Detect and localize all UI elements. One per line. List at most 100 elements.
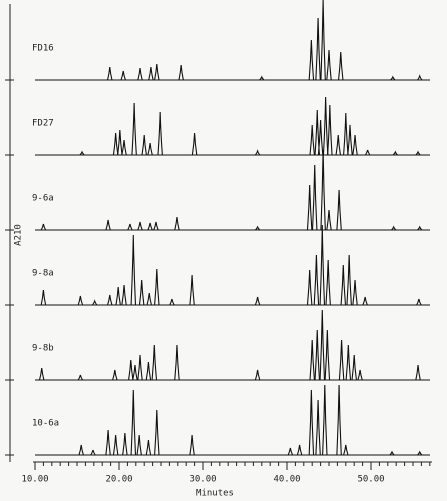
peak <box>38 367 45 381</box>
peak <box>389 450 395 456</box>
peak <box>121 139 127 156</box>
peak <box>306 269 313 306</box>
peak <box>254 369 261 381</box>
peak <box>136 434 142 456</box>
peak <box>390 75 396 81</box>
trace-label: 10-6a <box>32 419 59 429</box>
peak <box>313 254 320 306</box>
peak <box>324 329 331 381</box>
trace-label: 9-8a <box>32 269 54 279</box>
peak <box>326 209 332 231</box>
trace-label: FD16 <box>32 44 54 54</box>
peak <box>254 149 261 156</box>
peak <box>137 354 143 381</box>
x-axis-label: Minutes <box>196 489 234 499</box>
peak <box>392 150 398 156</box>
peak <box>148 66 154 81</box>
peak <box>352 134 358 156</box>
peak <box>416 298 422 306</box>
peak <box>319 309 326 381</box>
x-tick-label: 50.00 <box>357 475 384 485</box>
peak <box>105 219 111 231</box>
peak <box>40 223 47 231</box>
peak <box>79 150 85 156</box>
peak <box>336 189 342 231</box>
peak <box>336 384 342 456</box>
x-tick-label: 10.00 <box>21 475 48 485</box>
trace-label: 9-6a <box>32 194 54 204</box>
peak <box>343 112 349 156</box>
peak <box>131 102 137 156</box>
peak <box>169 298 175 306</box>
peak <box>325 259 331 306</box>
peak <box>309 124 315 156</box>
peak <box>308 39 315 81</box>
peak <box>78 444 84 456</box>
peak <box>147 222 153 231</box>
x-tick-label: 40.00 <box>273 475 300 485</box>
peak <box>178 64 184 81</box>
peak <box>340 264 347 306</box>
trace-label: 9-8b <box>32 344 54 354</box>
peak <box>338 339 345 381</box>
peak <box>287 447 294 456</box>
peak <box>259 75 265 81</box>
peak <box>92 299 98 306</box>
peak <box>317 119 324 156</box>
trace-label: FD27 <box>32 119 54 129</box>
peak <box>77 374 84 381</box>
peak <box>319 224 326 306</box>
peak <box>315 17 321 81</box>
peak <box>415 364 421 381</box>
peak <box>145 361 152 381</box>
x-tick-label: 30.00 <box>189 475 216 485</box>
peak <box>154 409 160 456</box>
peak <box>153 221 159 231</box>
peak <box>112 434 119 456</box>
peak <box>157 111 163 156</box>
peak <box>364 149 371 156</box>
peak <box>309 339 315 381</box>
peak <box>189 274 195 306</box>
peak <box>40 289 47 306</box>
peak <box>112 369 118 381</box>
peak <box>296 444 303 456</box>
peak <box>154 63 160 81</box>
peak <box>174 344 180 381</box>
peak <box>315 399 321 456</box>
peak <box>254 296 261 306</box>
peak <box>345 344 352 381</box>
peak <box>146 292 152 306</box>
peak <box>137 221 143 231</box>
peak <box>127 223 133 231</box>
peak <box>132 364 138 381</box>
peak <box>122 432 128 456</box>
peak <box>308 389 315 456</box>
peak <box>322 96 329 156</box>
peak <box>357 369 363 381</box>
peak <box>346 254 352 306</box>
peak <box>137 67 143 81</box>
peak <box>90 449 96 456</box>
peak <box>415 150 421 156</box>
peak <box>352 279 358 306</box>
peak <box>351 354 357 381</box>
peak <box>77 295 84 306</box>
peak <box>335 134 341 156</box>
peak <box>174 216 180 231</box>
peak <box>391 225 397 231</box>
peak <box>343 444 349 456</box>
peak <box>105 429 111 456</box>
peak <box>362 296 368 306</box>
peak <box>115 286 121 306</box>
x-tick-label: 20.00 <box>105 475 132 485</box>
peak <box>145 439 152 456</box>
peak <box>130 389 137 456</box>
peak <box>154 268 160 306</box>
peak <box>417 450 423 456</box>
peak <box>112 132 119 156</box>
peak <box>314 329 320 381</box>
peak <box>189 434 195 456</box>
peak <box>417 74 423 81</box>
